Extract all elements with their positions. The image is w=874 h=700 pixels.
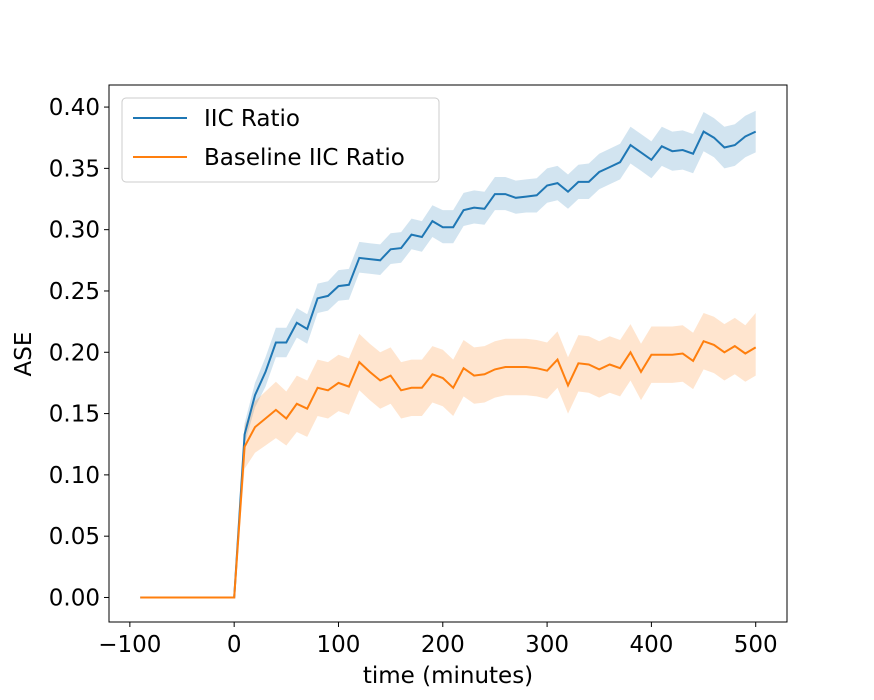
x-axis-label: time (minutes) — [363, 663, 533, 689]
series-line-2 — [140, 339, 757, 599]
x-tick-label: 0 — [227, 632, 242, 658]
legend: IIC Ratio Baseline IIC Ratio — [121, 97, 440, 183]
confidence-bands — [140, 110, 756, 598]
x-tick-label: −100 — [98, 632, 161, 658]
series-line-1 — [140, 130, 757, 599]
y-axis: 0.00 0.05 0.10 0.15 0.20 0.25 0.30 0.35 0.40 — [49, 95, 109, 611]
confidence-band-1 — [140, 110, 756, 598]
x-tick-label: 400 — [629, 632, 673, 658]
y-axis-label: ASE — [11, 332, 37, 377]
y-tick-label: 0.10 — [49, 463, 100, 489]
x-tick-label: 500 — [734, 632, 778, 658]
y-tick-label: 0.05 — [49, 524, 100, 550]
y-tick-label: 0.20 — [49, 340, 100, 366]
legend-label-2: Baseline IIC Ratio — [204, 145, 405, 171]
plot-frame — [108, 84, 788, 623]
x-tick-label: 200 — [421, 632, 465, 658]
x-axis: −100 0 100 200 300 400 500 — [98, 622, 778, 658]
y-tick-label: 0.15 — [49, 402, 100, 428]
x-tick-label: 100 — [317, 632, 361, 658]
y-tick-label: 0.40 — [49, 95, 100, 121]
legend-label-1: IIC Ratio — [204, 106, 300, 132]
confidence-band-2 — [140, 313, 756, 598]
y-tick-label: 0.25 — [49, 279, 100, 305]
series-lines — [140, 130, 757, 599]
y-tick-label: 0.00 — [49, 585, 100, 611]
legend-box — [121, 97, 440, 183]
y-tick-label: 0.35 — [49, 156, 100, 182]
x-tick-label: 300 — [525, 632, 569, 658]
y-tick-label: 0.30 — [49, 218, 100, 244]
